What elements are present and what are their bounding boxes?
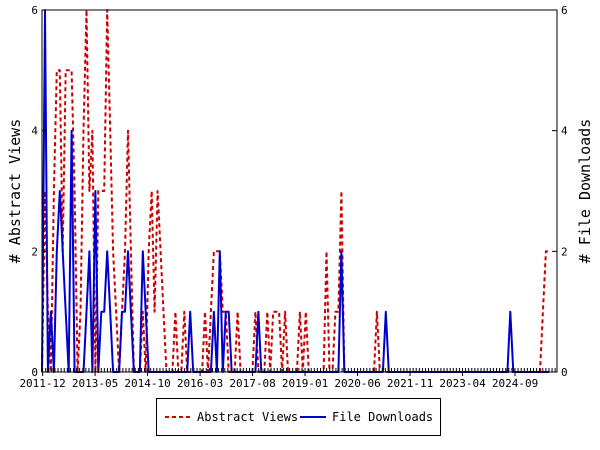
y-axis-title-right: # File Downloads	[576, 119, 594, 264]
y-axis-title-left: # Abstract Views	[6, 119, 24, 264]
y-tick-label-left: 0	[31, 366, 38, 379]
y-tick-label-right: 2	[561, 245, 568, 258]
x-tick-label: 2013-05	[72, 377, 118, 390]
x-tick-label: 2011-12	[19, 377, 65, 390]
legend-label-file-downloads: File Downloads	[332, 410, 434, 424]
x-tick-label: 2024-09	[492, 377, 538, 390]
legend-item-abstract-views: Abstract Views	[163, 410, 298, 424]
legend: Abstract Views File Downloads	[156, 398, 441, 436]
y-tick-label-left: 4	[31, 125, 38, 138]
y-tick-label-left: 6	[31, 4, 38, 17]
plot-background	[42, 10, 557, 372]
plot-frame	[41, 9, 558, 373]
x-tick-label: 2017-08	[229, 377, 275, 390]
legend-label-abstract-views: Abstract Views	[197, 410, 299, 424]
x-tick-label: 2016-03	[177, 377, 223, 390]
x-tick-label: 2014-10	[124, 377, 170, 390]
x-tick-label: 2021-11	[387, 377, 433, 390]
y-tick-label-right: 6	[561, 4, 568, 17]
y-tick-label-right: 4	[561, 125, 568, 138]
x-tick-label: 2019-01	[282, 377, 328, 390]
solid-line-swatch-icon	[300, 416, 326, 418]
legend-item-file-downloads: File Downloads	[298, 410, 438, 424]
y-tick-label-left: 2	[31, 245, 38, 258]
dashed-line-swatch-icon	[165, 416, 191, 418]
y-tick-label-right: 0	[561, 366, 568, 379]
x-tick-label: 2023-04	[439, 377, 486, 390]
axis-layer: 2011-12 2013-05 2014-10 2016-03 2017-08 2019-…	[19, 4, 568, 390]
x-tick-label: 2020-06	[334, 377, 380, 390]
